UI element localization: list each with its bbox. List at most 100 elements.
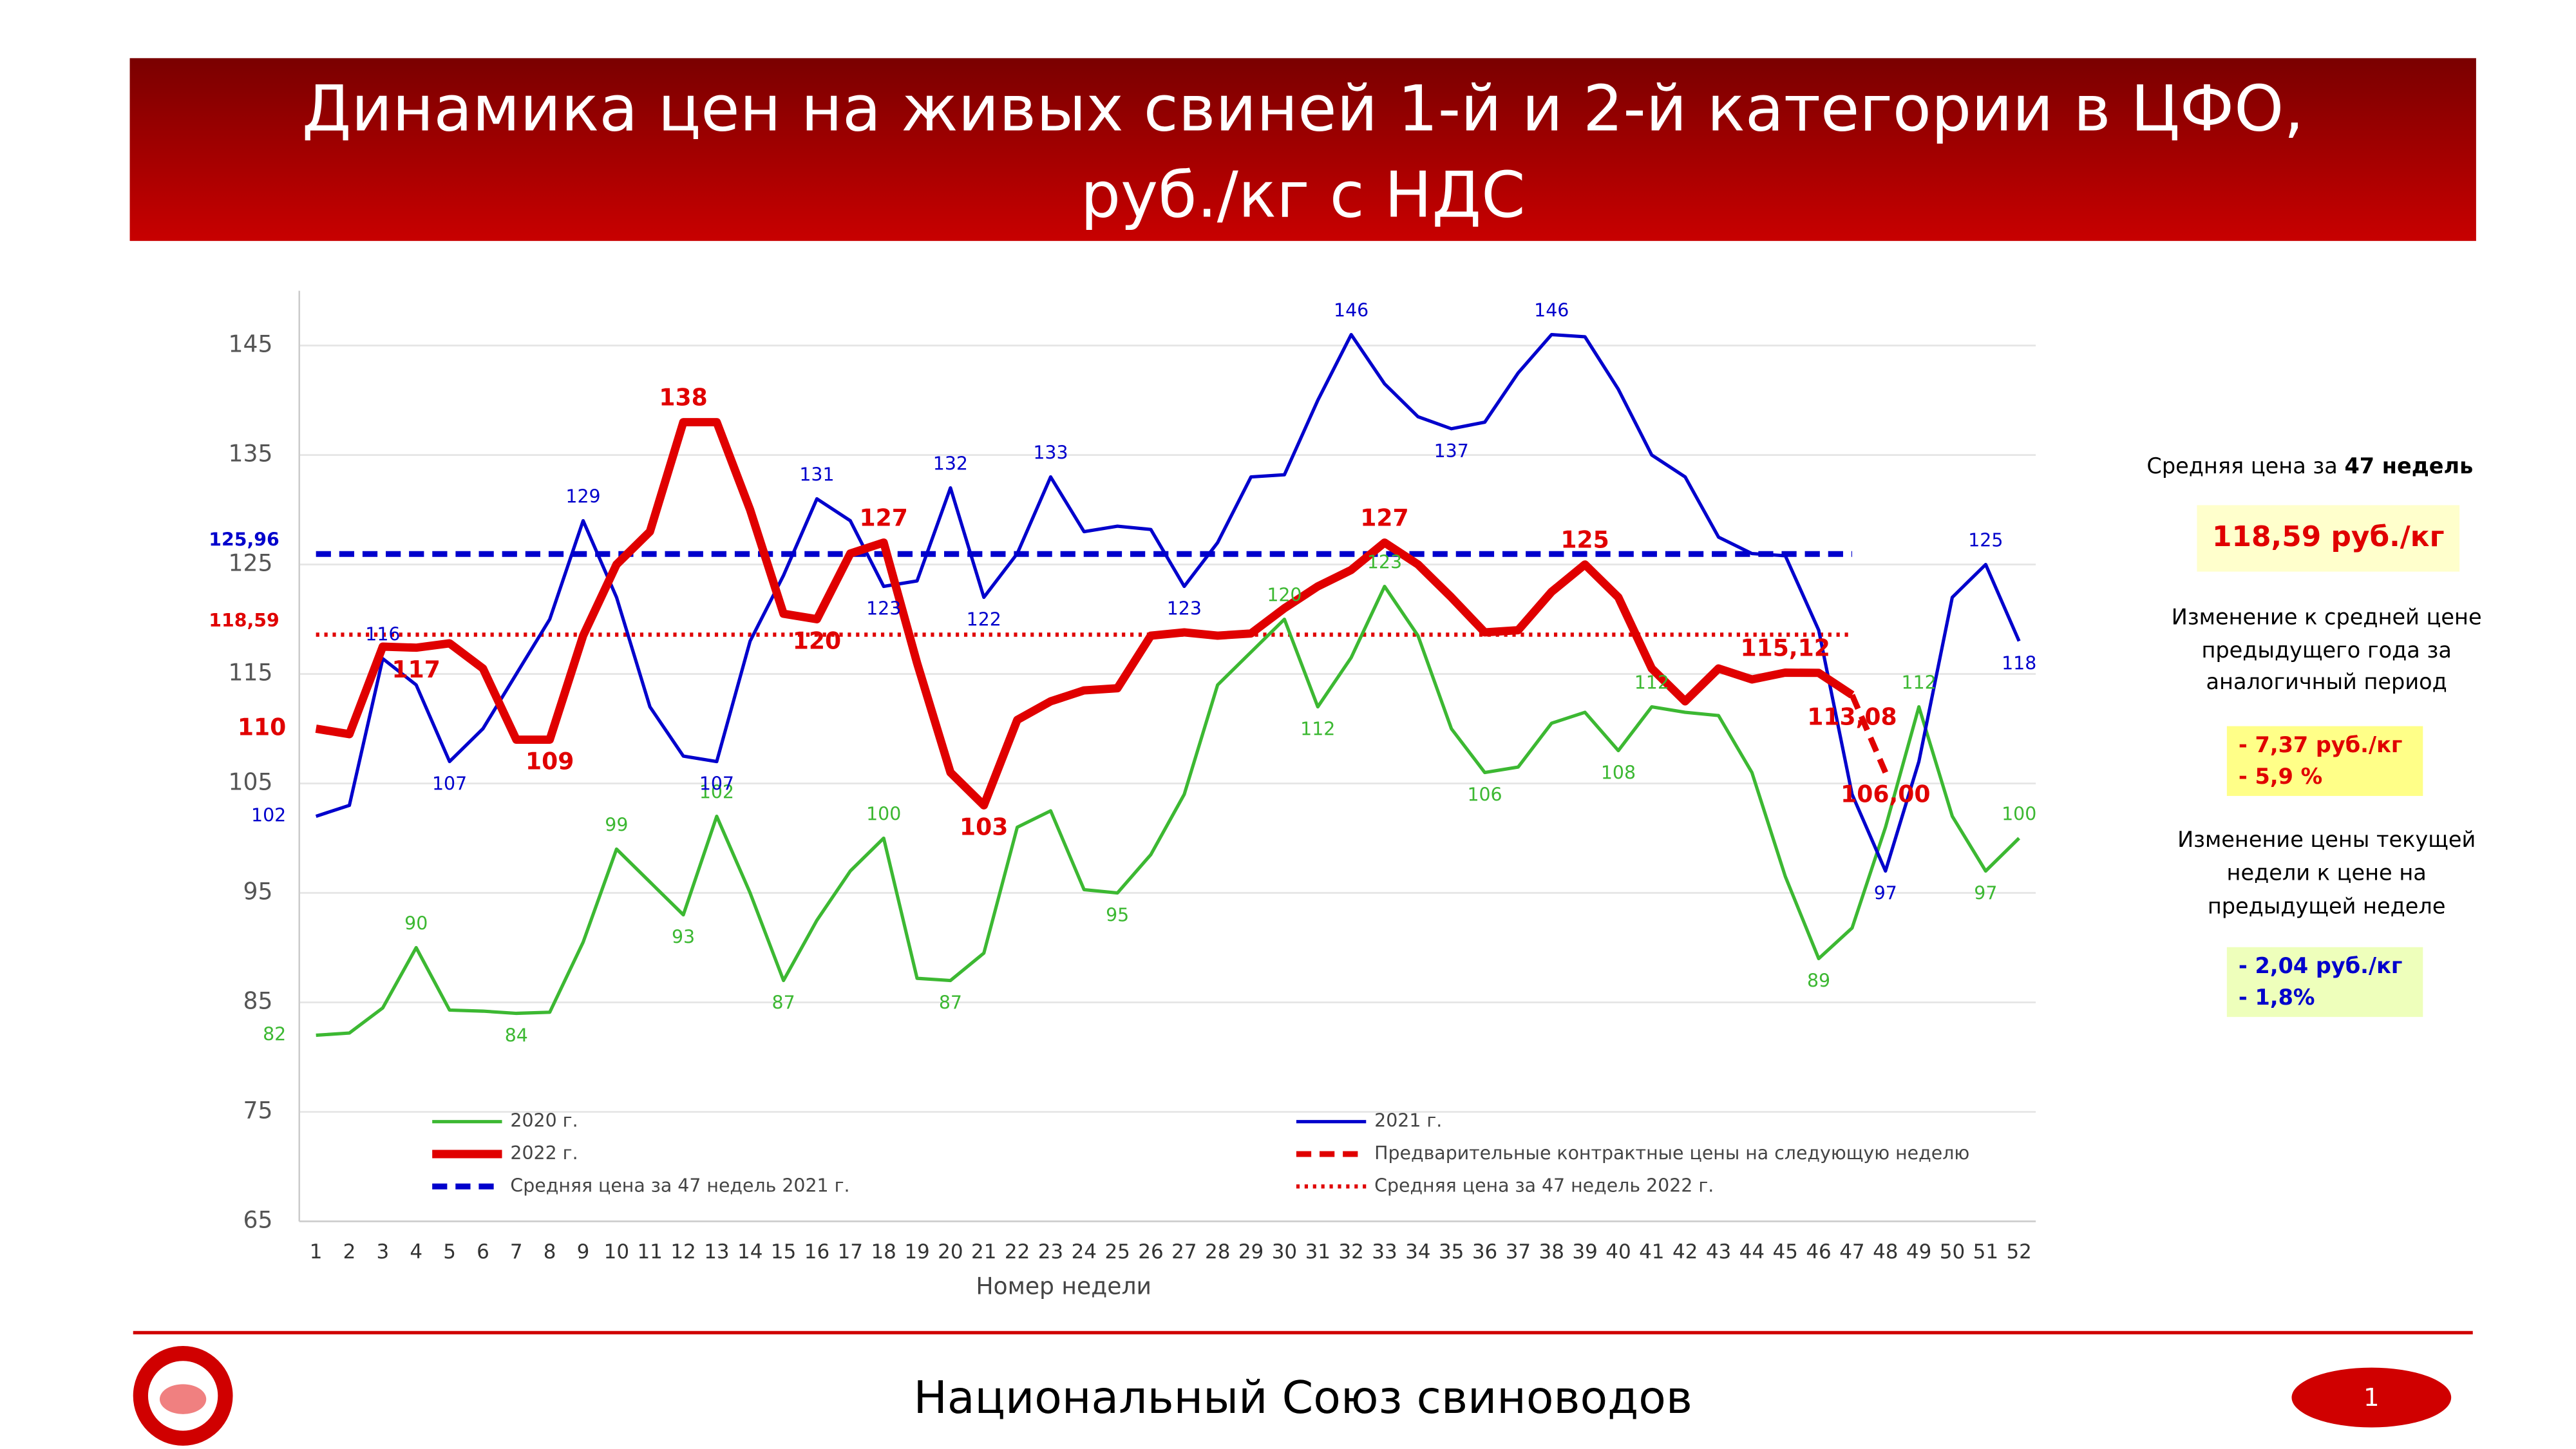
- x-axis-title: Номер недели: [976, 1273, 1151, 1300]
- data-label: 87: [939, 992, 962, 1014]
- legend-label: 2021 г.: [1374, 1110, 1442, 1132]
- x-tick-label: 23: [1038, 1240, 1063, 1264]
- panel-text: Средняя цена за 47 недель: [2146, 453, 2473, 478]
- x-tick-label: 31: [1305, 1240, 1331, 1264]
- x-tick-label: 1: [310, 1240, 323, 1264]
- data-label: 146: [1334, 299, 1368, 321]
- y-tick-label: 115: [229, 659, 273, 687]
- x-tick-label: 12: [670, 1240, 696, 1264]
- data-label: 116: [365, 624, 400, 645]
- legend-label: 2022 г.: [510, 1142, 578, 1164]
- panel-text: Изменение к средней цене: [2172, 604, 2482, 629]
- panel-box: [2197, 505, 2460, 572]
- panel-value: 118,59 руб./кг: [2212, 520, 2445, 553]
- x-tick-label: 44: [1739, 1240, 1765, 1264]
- data-label: 131: [799, 464, 834, 485]
- x-tick-label: 14: [737, 1240, 762, 1264]
- data-label: 127: [1360, 504, 1408, 531]
- y-tick-label: 85: [243, 987, 272, 1015]
- x-tick-label: 41: [1639, 1240, 1664, 1264]
- title: руб./кг с НДС: [1081, 158, 1526, 232]
- data-label: 108: [1601, 762, 1636, 784]
- data-label: 120: [793, 627, 841, 655]
- data-label: 112: [1634, 672, 1669, 693]
- data-label: 129: [565, 486, 600, 507]
- panel-text: аналогичный период: [2206, 669, 2447, 694]
- x-tick-label: 13: [704, 1240, 729, 1264]
- data-label: 90: [404, 913, 428, 934]
- data-label: 102: [251, 805, 286, 826]
- data-label: 93: [672, 927, 695, 948]
- page-number: 1: [2363, 1383, 2380, 1412]
- data-label: 97: [1874, 883, 1897, 904]
- x-tick-label: 2: [343, 1240, 356, 1264]
- data-label: 89: [1807, 971, 1830, 992]
- data-label: 82: [263, 1024, 286, 1045]
- x-tick-label: 21: [971, 1240, 996, 1264]
- x-tick-label: 43: [1706, 1240, 1731, 1264]
- x-tick-label: 33: [1372, 1240, 1397, 1264]
- data-label: 110: [238, 714, 286, 741]
- data-label: 106,00: [1841, 781, 1930, 808]
- y-tick-label: 145: [229, 330, 273, 358]
- series-line: [316, 584, 2021, 1037]
- data-label: 95: [1106, 905, 1129, 926]
- data-label: 112: [1902, 672, 1937, 693]
- data-label: 120: [1267, 584, 1302, 605]
- y-tick-label: 65: [243, 1206, 272, 1234]
- x-tick-label: 16: [804, 1240, 829, 1264]
- x-tick-label: 7: [510, 1240, 523, 1264]
- panel-text: предыдущего года за: [2201, 638, 2451, 663]
- x-tick-label: 17: [838, 1240, 863, 1264]
- data-label: 125: [1560, 526, 1609, 553]
- x-tick-label: 45: [1773, 1240, 1798, 1264]
- x-tick-label: 15: [771, 1240, 796, 1264]
- series-line: [315, 418, 1855, 810]
- x-tick-label: 19: [904, 1240, 929, 1264]
- data-label: 123: [1167, 598, 1202, 620]
- x-tick-label: 38: [1539, 1240, 1564, 1264]
- panel-value: - 2,04 руб./кг: [2239, 953, 2403, 978]
- data-label: 123: [1367, 551, 1402, 573]
- data-label: 138: [659, 383, 707, 411]
- x-tick-label: 24: [1072, 1240, 1097, 1264]
- page-badge: [2291, 1367, 2452, 1428]
- data-label: 133: [1033, 442, 1068, 463]
- x-tick-label: 50: [1940, 1240, 1965, 1264]
- data-label: 146: [1534, 299, 1569, 321]
- data-label: 117: [392, 656, 440, 683]
- x-tick-label: 35: [1439, 1240, 1464, 1264]
- logo: [159, 1384, 207, 1414]
- x-tick-label: 48: [1873, 1240, 1898, 1264]
- reference-label: 125,96: [209, 529, 279, 551]
- x-tick-label: 10: [604, 1240, 629, 1264]
- legend-label: 2020 г.: [510, 1110, 578, 1132]
- legend-label: Предварительные контрактные цены на след…: [1374, 1142, 1969, 1164]
- x-tick-label: 28: [1205, 1240, 1230, 1264]
- x-tick-label: 46: [1806, 1240, 1831, 1264]
- panel-value: - 5,9 %: [2239, 764, 2322, 789]
- data-label: 127: [859, 504, 907, 531]
- legend-label: Средняя цена за 47 недель 2022 г.: [1374, 1175, 1714, 1196]
- title-banner: [129, 58, 2476, 242]
- data-label: 112: [1300, 719, 1335, 740]
- data-label: 99: [605, 814, 628, 835]
- panel-value: - 7,37 руб./кг: [2239, 732, 2403, 757]
- series-line: [315, 332, 2021, 873]
- data-label: 100: [866, 803, 901, 824]
- x-tick-label: 52: [2007, 1240, 2032, 1264]
- legend-label: Средняя цена за 47 недель 2021 г.: [510, 1175, 849, 1196]
- x-tick-label: 5: [443, 1240, 456, 1264]
- x-tick-label: 3: [377, 1240, 390, 1264]
- x-tick-label: 40: [1605, 1240, 1631, 1264]
- panel-text: 47 недель: [2344, 453, 2473, 478]
- x-tick-label: 18: [871, 1240, 896, 1264]
- x-tick-label: 9: [577, 1240, 590, 1264]
- data-label: 84: [505, 1025, 528, 1046]
- x-tick-label: 11: [638, 1240, 663, 1264]
- x-tick-label: 29: [1238, 1240, 1264, 1264]
- x-tick-label: 37: [1506, 1240, 1531, 1264]
- data-label: 115,12: [1741, 634, 1830, 661]
- y-tick-label: 75: [243, 1097, 272, 1124]
